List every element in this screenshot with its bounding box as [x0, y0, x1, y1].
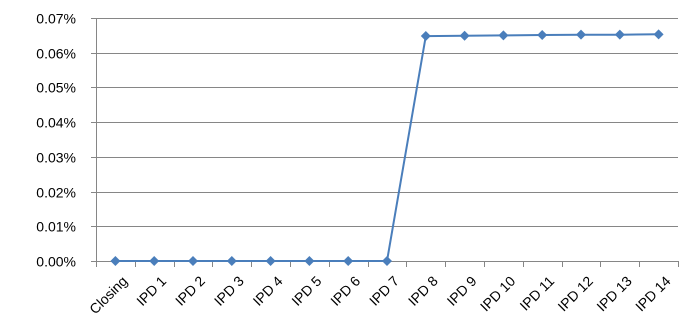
- x-tick-label: IPD 9: [444, 273, 480, 309]
- x-tick-label: IPD 3: [211, 273, 247, 309]
- axes: [96, 18, 678, 262]
- y-tick-label: 0.05%: [36, 80, 76, 96]
- x-tick-label: IPD 1: [133, 273, 169, 309]
- x-tick-label: IPD 5: [288, 273, 324, 309]
- data-point: [110, 256, 121, 266]
- x-tick-label: IPD 7: [366, 273, 402, 309]
- data-point: [226, 256, 237, 266]
- data-point: [653, 29, 664, 40]
- x-tick-label: IPD 6: [327, 273, 363, 309]
- data-point: [498, 30, 509, 41]
- data-point: [149, 256, 160, 266]
- y-tick-label: 0.04%: [36, 115, 76, 131]
- y-tick-label: 0.03%: [36, 150, 76, 166]
- data-point: [382, 256, 392, 266]
- y-tick-label: 0.00%: [36, 254, 76, 270]
- x-tick-label: IPD 12: [554, 273, 596, 315]
- x-tick-label: IPD 8: [405, 273, 441, 309]
- y-tick-label: 0.01%: [36, 219, 76, 235]
- data-point: [576, 29, 586, 40]
- data-point: [265, 256, 276, 266]
- x-tick-label: IPD 13: [593, 273, 635, 315]
- gridlines: [96, 18, 678, 227]
- x-tick-label: Closing: [86, 273, 130, 317]
- x-tick-label: IPD 2: [172, 273, 208, 309]
- y-axis-ticks: 0.00% 0.01% 0.02% 0.03% 0.04% 0.05% 0.06% 0.07%: [36, 11, 96, 270]
- y-tick-label: 0.02%: [36, 185, 76, 201]
- data-point: [304, 256, 315, 266]
- data-point: [420, 31, 431, 42]
- x-tick-label: IPD 10: [477, 273, 519, 315]
- series-group: [110, 29, 664, 266]
- data-point: [188, 256, 198, 266]
- x-tick-label: IPD 14: [632, 273, 674, 315]
- x-tick-label: IPD 11: [516, 273, 557, 314]
- y-tick-label: 0.06%: [36, 46, 76, 62]
- data-point: [537, 30, 548, 41]
- data-point: [459, 30, 470, 41]
- y-tick-label: 0.07%: [36, 11, 76, 27]
- x-axis-ticks: Closing IPD 1 IPD 2 IPD 3 IPD 4 IPD 5 IPD 6 IPD…: [86, 261, 679, 317]
- data-point: [614, 29, 625, 40]
- x-tick-label: IPD 4: [250, 273, 286, 309]
- data-point: [343, 256, 354, 266]
